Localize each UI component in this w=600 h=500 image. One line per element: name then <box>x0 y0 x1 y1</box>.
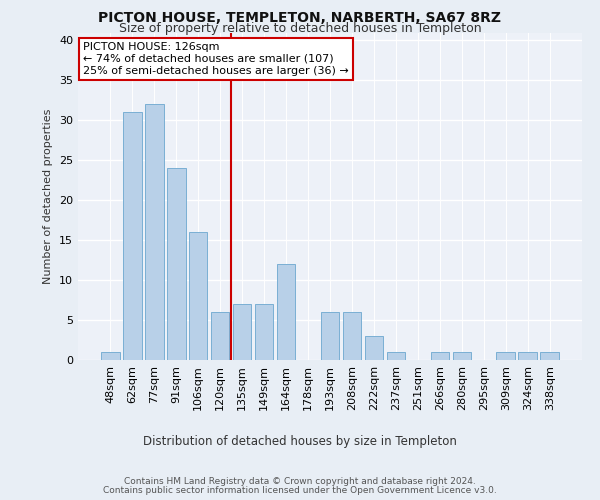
Bar <box>211 312 229 360</box>
Text: PICTON HOUSE, TEMPLETON, NARBERTH, SA67 8RZ: PICTON HOUSE, TEMPLETON, NARBERTH, SA67 … <box>98 11 502 25</box>
Bar <box>452 352 471 360</box>
Text: Contains HM Land Registry data © Crown copyright and database right 2024.: Contains HM Land Registry data © Crown c… <box>124 478 476 486</box>
Bar <box>365 336 383 360</box>
Bar <box>167 168 185 360</box>
Bar <box>189 232 208 360</box>
Text: Distribution of detached houses by size in Templeton: Distribution of detached houses by size … <box>143 435 457 448</box>
Text: Size of property relative to detached houses in Templeton: Size of property relative to detached ho… <box>119 22 481 35</box>
Bar <box>431 352 449 360</box>
Bar <box>518 352 537 360</box>
Bar <box>541 352 559 360</box>
Bar <box>145 104 164 360</box>
Bar <box>496 352 515 360</box>
Bar <box>343 312 361 360</box>
Y-axis label: Number of detached properties: Number of detached properties <box>43 108 53 284</box>
Bar <box>320 312 340 360</box>
Text: PICTON HOUSE: 126sqm
← 74% of detached houses are smaller (107)
25% of semi-deta: PICTON HOUSE: 126sqm ← 74% of detached h… <box>83 42 349 76</box>
Bar <box>255 304 274 360</box>
Bar <box>233 304 251 360</box>
Bar <box>386 352 405 360</box>
Bar <box>101 352 119 360</box>
Text: Contains public sector information licensed under the Open Government Licence v3: Contains public sector information licen… <box>103 486 497 495</box>
Bar <box>123 112 142 360</box>
Bar <box>277 264 295 360</box>
